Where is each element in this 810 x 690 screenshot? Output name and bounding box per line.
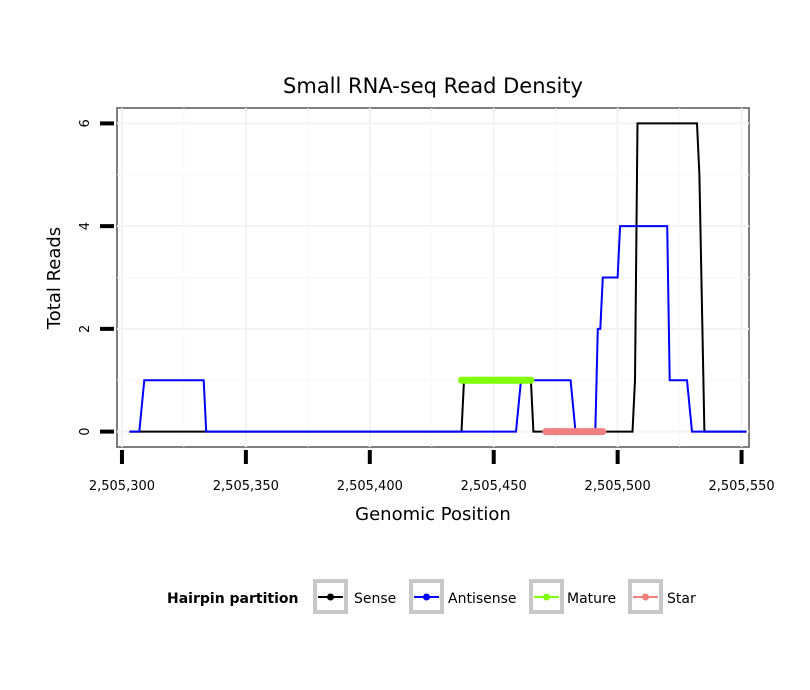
y-tick-label: 2: [78, 325, 93, 333]
grid: [117, 108, 749, 447]
x-tick-label: 2,505,350: [213, 479, 279, 494]
chart-title: Small RNA-seq Read Density: [283, 74, 583, 98]
y-tick-label: 6: [78, 119, 93, 127]
plot-area: [116, 107, 750, 448]
y-axis: 0 2 4 6: [78, 119, 114, 436]
x-tick-label: 2,505,450: [461, 479, 527, 494]
x-tick-label: 2,505,400: [337, 479, 403, 494]
legend-label-antisense: Antisense: [448, 591, 517, 607]
legend-label-sense: Sense: [354, 591, 396, 607]
legend-key-point: [423, 593, 430, 601]
legend-key-point: [327, 593, 334, 601]
legend-title: Hairpin partition: [167, 591, 298, 607]
series-group: [129, 122, 747, 436]
x-axis: 2,505,300 2,505,350 2,505,400 2,505,450 2,50…: [89, 450, 775, 494]
x-tick-label: 2,505,300: [89, 479, 155, 494]
legend-key-point: [543, 593, 550, 601]
legend-label-star: Star: [667, 591, 696, 607]
y-tick-label: 4: [78, 222, 93, 230]
legend: Hairpin partition Sense Antisense Mature St…: [167, 579, 696, 614]
y-tick-label: 0: [78, 427, 93, 435]
legend-label-mature: Mature: [567, 591, 616, 607]
y-axis-title: Total Reads: [44, 227, 65, 330]
x-axis-title: Genomic Position: [355, 504, 511, 525]
x-tick-label: 2,505,550: [708, 479, 774, 494]
x-tick-label: 2,505,500: [585, 479, 651, 494]
legend-key-point: [642, 593, 649, 601]
